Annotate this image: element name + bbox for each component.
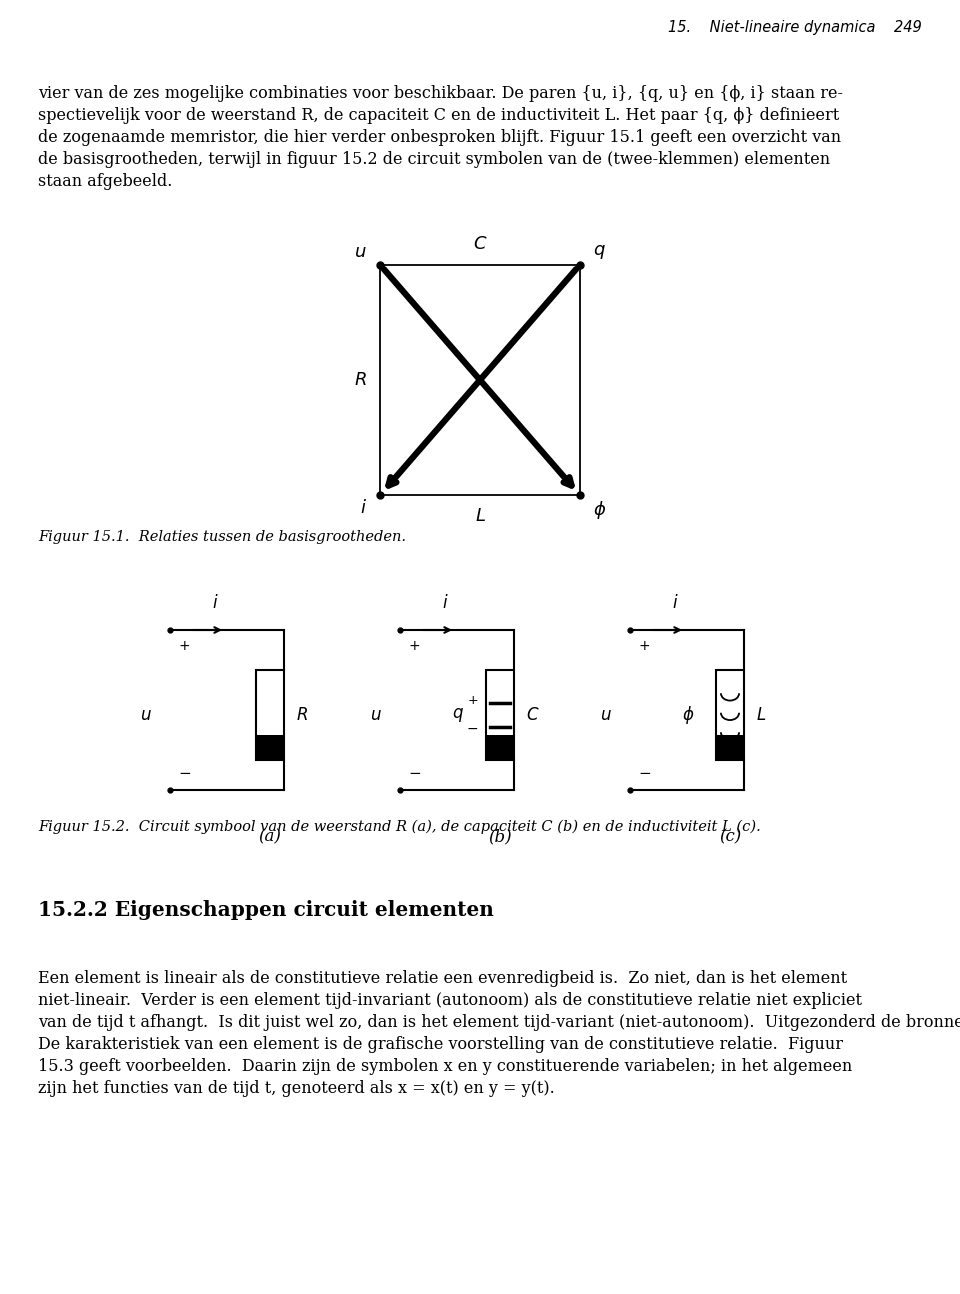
Bar [716,670,744,760]
Text: niet-lineair.  Verder is een element tijd-invariant (autonoom) als de constituti: niet-lineair. Verder is een element tijd… [38,992,862,1009]
Bar [256,670,284,760]
Text: $u$: $u$ [354,243,367,261]
Text: $i$: $i$ [212,594,218,612]
Text: (c): (c) [719,828,741,845]
Text: $q$: $q$ [593,243,606,261]
Text: 15.3 geeft voorbeelden.  Daarin zijn de symbolen x en y constituerende variabele: 15.3 geeft voorbeelden. Daarin zijn de s… [38,1058,852,1075]
Point [572,255,588,276]
Text: +: + [638,639,650,653]
Text: $L$: $L$ [474,507,486,525]
Text: $i$: $i$ [672,594,679,612]
Text: +: + [468,695,478,708]
Bar [716,735,744,760]
Text: Een element is lineair als de constitutieve relatie een evenredigbeid is.  Zo ni: Een element is lineair als de constituti… [38,970,847,987]
Text: −: − [408,766,420,782]
Text: $R$: $R$ [354,371,367,389]
Text: Figuur 15.1.  Relaties tussen de basisgrootheden.: Figuur 15.1. Relaties tussen de basisgro… [38,531,406,543]
Text: −: − [467,722,478,736]
Text: staan afgebeeld.: staan afgebeeld. [38,173,173,190]
Text: −: − [178,766,191,782]
Text: $u$: $u$ [600,707,612,723]
Bar [486,735,514,760]
Text: 15.    Niet-lineaire dynamica    249: 15. Niet-lineaire dynamica 249 [668,19,922,35]
Text: +: + [178,639,190,653]
Bar [256,735,284,760]
Text: vier van de zes mogelijke combinaties voor beschikbaar. De paren {u, i}, {q, u} : vier van de zes mogelijke combinaties vo… [38,85,843,102]
Text: $C$: $C$ [526,707,540,723]
Text: −: − [638,766,651,782]
Text: spectievelijk voor de weerstand R, de capaciteit C en de inductiviteit L. Het pa: spectievelijk voor de weerstand R, de ca… [38,107,839,124]
Text: $\phi$: $\phi$ [593,499,607,521]
Bar [486,670,514,760]
Text: $u$: $u$ [371,707,382,723]
Text: $\phi$: $\phi$ [682,704,694,726]
Text: $R$: $R$ [296,707,308,723]
Text: (b): (b) [489,828,512,845]
Text: de basisgrootheden, terwijl in figuur 15.2 de circuit symbolen van de (twee-klem: de basisgrootheden, terwijl in figuur 15… [38,151,830,168]
Text: $C$: $C$ [472,236,488,254]
Text: $L$: $L$ [756,707,766,723]
Text: $i$: $i$ [442,594,448,612]
Text: Figuur 15.2.  Circuit symbool van de weerstand R (a), de capaciteit C (b) en de : Figuur 15.2. Circuit symbool van de weer… [38,820,760,835]
Text: (a): (a) [258,828,281,845]
Text: 15.2.2 Eigenschappen circuit elementen: 15.2.2 Eigenschappen circuit elementen [38,901,493,920]
Text: de zogenaamde memristor, die hier verder onbesproken blijft. Figuur 15.1 geeft e: de zogenaamde memristor, die hier verder… [38,129,841,146]
Text: $u$: $u$ [140,707,152,723]
Point [372,255,388,276]
Text: zijn het functies van de tijd t, genoteerd als x = x(t) en y = y(t).: zijn het functies van de tijd t, genotee… [38,1080,555,1097]
Text: $q$: $q$ [452,707,464,725]
Text: +: + [408,639,420,653]
Point [372,485,388,506]
Text: $i$: $i$ [360,499,367,518]
Point [572,485,588,506]
Text: van de tijd t afhangt.  Is dit juist wel zo, dan is het element tijd-variant (ni: van de tijd t afhangt. Is dit juist wel … [38,1014,960,1031]
Text: De karakteristiek van een element is de grafische voorstelling van de constituti: De karakteristiek van een element is de … [38,1036,843,1053]
